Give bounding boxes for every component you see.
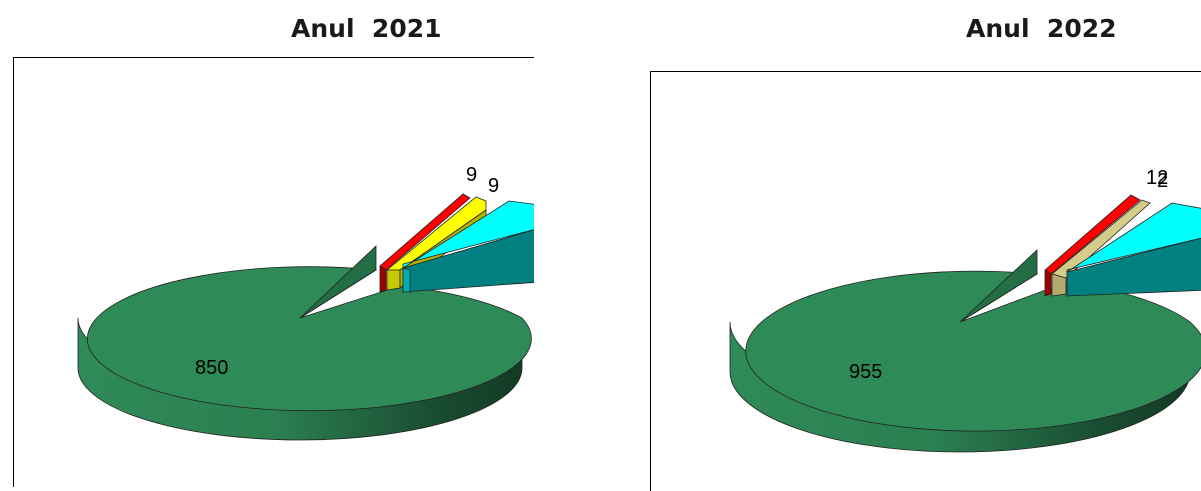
chart-2022-frame bbox=[650, 71, 1201, 491]
slice-2021-green bbox=[87, 266, 532, 412]
label-2022-12: 12 bbox=[1146, 167, 1168, 189]
slice-2021-green-inner-face bbox=[299, 245, 377, 319]
label-2022-2: 2 bbox=[1157, 170, 1168, 192]
slice-2022-green-inner-face bbox=[959, 249, 1038, 323]
label-2022-955: 955 bbox=[849, 361, 882, 383]
slice-2021-cyan bbox=[402, 200, 534, 269]
chart-2021-plot bbox=[77, 193, 534, 441]
label-2021-850: 850 bbox=[195, 357, 228, 379]
slice-2022-green bbox=[745, 270, 1201, 432]
label-2021-9-red: 9 bbox=[466, 164, 477, 186]
chart-2021-title: Anul 2021 bbox=[291, 14, 442, 43]
slice-2022-cyan bbox=[1066, 202, 1201, 273]
chart-2021-frame bbox=[13, 57, 534, 487]
chart-2022-plot bbox=[729, 194, 1201, 453]
chart-2022-title: Anul 2022 bbox=[966, 14, 1117, 43]
label-2021-9-yellow: 9 bbox=[488, 175, 499, 197]
